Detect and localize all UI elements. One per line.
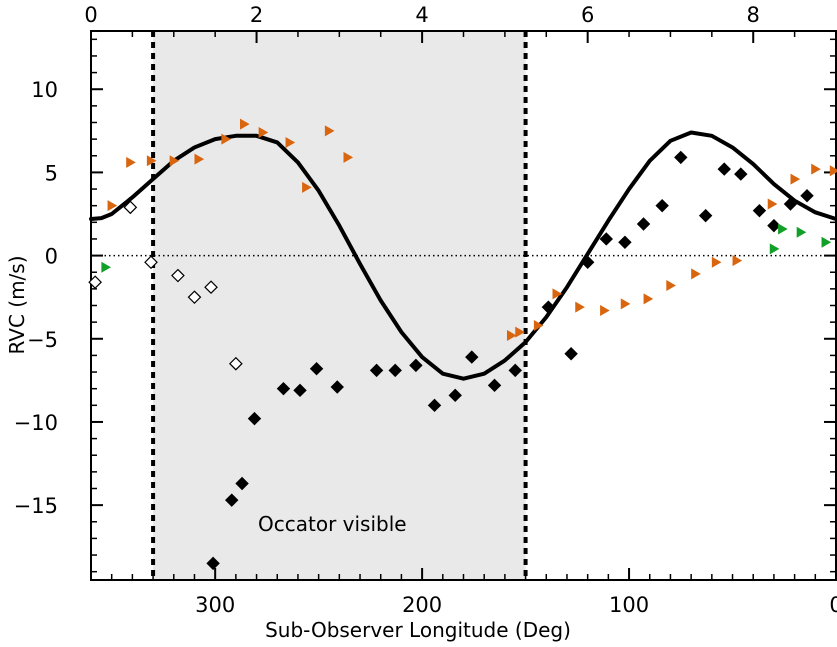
filled-diamond-point-0 (206, 556, 220, 571)
filled-diamond-point-3 (247, 411, 262, 426)
orange-triangle-point-24 (767, 198, 778, 210)
green-triangle-point-2 (778, 223, 788, 235)
orange-triangle-point-0 (107, 200, 118, 212)
orange-triangle-point-12 (506, 329, 517, 341)
green-triangle-point-4 (821, 236, 832, 248)
orange-triangle-point-15 (552, 288, 563, 300)
filled-diamond-point-9 (388, 363, 402, 378)
open-diamond-point-4 (187, 290, 202, 305)
model-curve (89, 130, 837, 381)
filled-diamond-point-22 (655, 198, 669, 213)
orange-triangle-point-25 (790, 173, 801, 185)
orange-triangle-point-3 (169, 155, 180, 167)
top-tick-label: 4 (415, 3, 428, 27)
open-diamond-point-2 (144, 255, 158, 270)
filled-diamond-point-14 (487, 378, 502, 393)
filled-diamond-point-11 (427, 398, 442, 413)
orange-triangle-point-26 (811, 163, 821, 175)
green-triangle-point-0 (101, 261, 111, 273)
y-tick-label: −15 (14, 494, 58, 518)
occator-visible-label: Occator visible (258, 512, 407, 536)
orange-triangle-point-4 (194, 153, 205, 165)
y-tick-label: 10 (31, 78, 58, 102)
filled-diamond-point-6 (309, 362, 324, 376)
green-triangle-point-3 (796, 226, 807, 238)
filled-diamond-point-24 (698, 208, 713, 223)
orange-triangle-point-16 (575, 301, 585, 313)
filled-diamond-point-28 (767, 218, 781, 233)
y-tick-label: 5 (45, 161, 58, 185)
filled-diamond-point-1 (225, 493, 239, 507)
orange-triangle-point-13 (515, 326, 525, 338)
orange-triangle-point-5 (221, 133, 232, 145)
orange-triangle-point-22 (711, 256, 722, 268)
orange-triangle-point-17 (600, 304, 610, 316)
filled-diamond-point-23 (674, 150, 688, 165)
filled-diamond-point-12 (448, 388, 462, 403)
orange-triangle-point-20 (666, 280, 676, 292)
orange-triangle-point-1 (126, 156, 136, 168)
filled-diamond-point-17 (564, 347, 578, 361)
orange-triangle-point-9 (302, 181, 312, 193)
filled-diamond-point-26 (734, 167, 748, 181)
y-tick-label: −5 (27, 328, 58, 352)
orange-triangle-point-19 (643, 293, 654, 305)
orange-triangle-point-8 (285, 136, 296, 148)
filled-diamond-point-25 (717, 162, 731, 176)
filled-diamond-point-20 (618, 235, 632, 249)
x-tick-label: 100 (609, 593, 649, 617)
filled-diamond-point-5 (293, 383, 307, 398)
y-tick-label: 0 (45, 245, 58, 269)
filled-diamond-point-4 (276, 381, 291, 396)
x-tick-label: 0 (829, 593, 837, 617)
filled-diamond-point-18 (580, 255, 595, 269)
filled-diamond-point-7 (330, 380, 344, 394)
top-tick-label: 6 (581, 3, 594, 27)
orange-triangle-point-7 (258, 126, 269, 138)
orange-triangle-point-23 (732, 255, 743, 267)
y-tick-label: −10 (14, 411, 58, 435)
filled-diamond-point-27 (752, 203, 767, 218)
filled-diamond-point-10 (409, 358, 423, 373)
orange-triangle-point-11 (343, 151, 354, 163)
orange-triangle-point-27 (829, 165, 837, 177)
top-tick-label: 2 (250, 3, 263, 27)
filled-diamond-point-30 (800, 188, 814, 203)
orange-triangle-point-14 (533, 319, 544, 331)
filled-diamond-point-16 (541, 300, 556, 314)
open-diamond-point-6 (229, 356, 243, 371)
filled-diamond-point-2 (235, 476, 249, 491)
orange-triangle-point-18 (620, 298, 631, 310)
open-diamond-point-3 (171, 268, 185, 283)
filled-diamond-point-29 (783, 197, 798, 211)
orange-triangle-point-6 (240, 118, 250, 130)
filled-diamond-point-15 (508, 363, 522, 378)
green-triangle-point-1 (769, 243, 780, 255)
orange-triangle-point-10 (324, 125, 335, 137)
occator-shaded-region (153, 31, 526, 580)
plot-content: 10 5 0 −5 −10 −15 300 200 100 0 0 2 4 6 8 Sub-Observer … (5, 3, 837, 642)
orange-triangle-point-2 (146, 155, 157, 167)
open-diamond-point-1 (123, 200, 138, 215)
x-tick-label: 300 (195, 593, 235, 617)
filled-diamond-point-13 (465, 350, 479, 364)
top-tick-label: 8 (747, 3, 760, 27)
open-diamond-point-5 (204, 280, 218, 295)
top-tick-label: 0 (84, 3, 97, 27)
orange-triangle-point-21 (691, 268, 701, 280)
filled-diamond-point-8 (369, 363, 384, 378)
y-axis-label: RVC (m/s) (5, 255, 29, 354)
open-diamond-point-0 (88, 275, 102, 290)
x-tick-label: 200 (402, 593, 442, 617)
x-axis-label: Sub-Observer Longitude (Deg) (265, 618, 571, 642)
filled-diamond-point-21 (636, 217, 651, 231)
filled-diamond-point-19 (599, 232, 613, 246)
